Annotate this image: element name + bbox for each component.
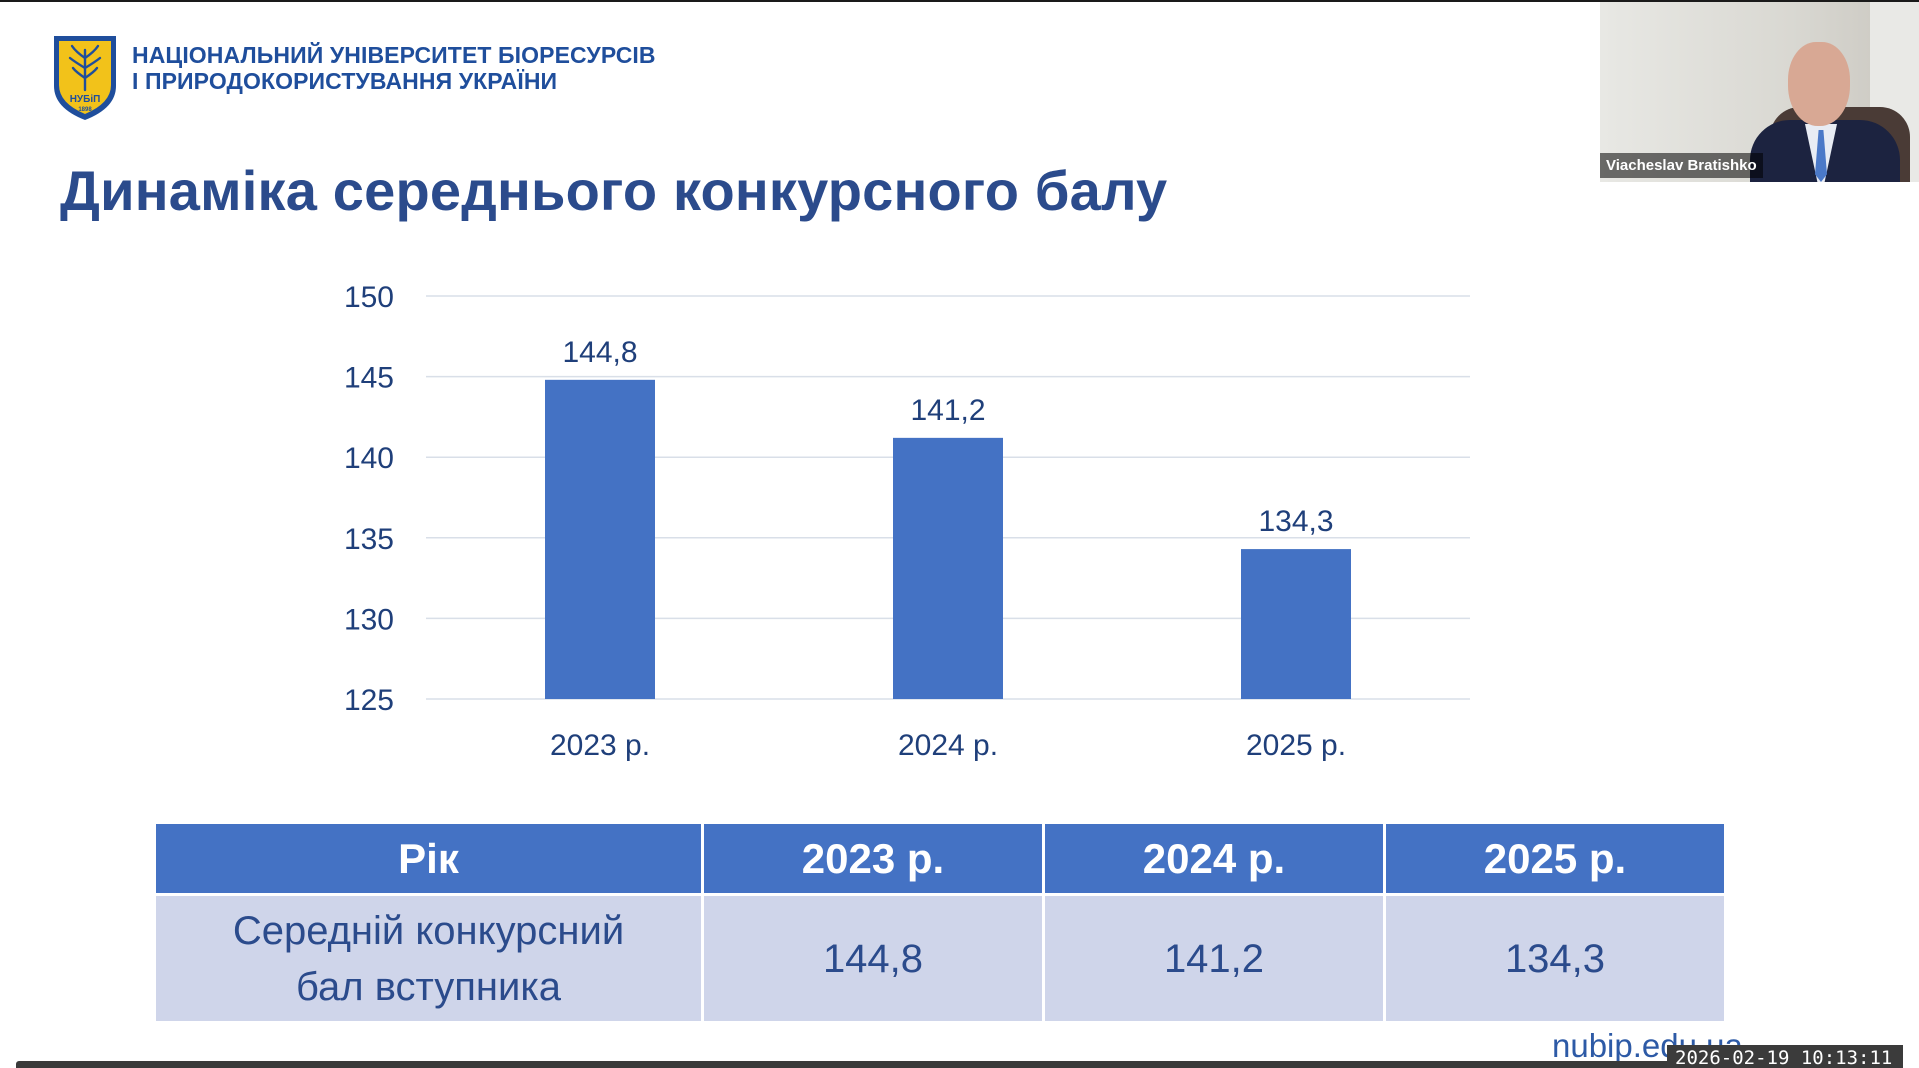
data-label-0: 144,8 xyxy=(562,336,637,369)
university-logo-icon: НУБіП 1898 xyxy=(54,36,116,120)
table-row-label: Середній конкурсний бал вступника xyxy=(153,893,704,1024)
bar-1 xyxy=(893,437,1003,699)
table-header-2025: 2025 р. xyxy=(1383,821,1727,896)
bar-2 xyxy=(1241,549,1351,699)
y-tick-label-130: 130 xyxy=(344,603,394,636)
table-cell-2023: 144,8 xyxy=(701,893,1045,1024)
y-tick-label-140: 140 xyxy=(344,442,394,475)
participant-video-tile[interactable]: Viacheslav Bratishko xyxy=(1600,2,1919,182)
y-tick-label-135: 135 xyxy=(344,523,394,556)
table-header-year: Рік xyxy=(153,821,704,896)
y-tick-label-125: 125 xyxy=(344,684,394,717)
window-top-edge xyxy=(0,0,1919,2)
data-label-1: 141,2 xyxy=(910,394,985,427)
x-tick-label-0: 2023 р. xyxy=(550,729,650,762)
x-tick-label-1: 2024 р. xyxy=(898,729,998,762)
university-name: НАЦІОНАЛЬНИЙ УНІВЕРСИТЕТ БІОРЕСУРСІВ І П… xyxy=(132,42,656,94)
table-row-label-line1: Середній конкурсний xyxy=(232,908,625,953)
logo-year: 1898 xyxy=(78,107,92,113)
score-table: Рік 2023 р. 2024 р. 2025 р. Середній кон… xyxy=(153,821,1727,1024)
y-tick-label-145: 145 xyxy=(344,362,394,395)
x-tick-label-2: 2025 р. xyxy=(1246,729,1346,762)
y-tick-label-150: 150 xyxy=(344,281,394,314)
university-header: НУБіП 1898 НАЦІОНАЛЬНИЙ УНІВЕРСИТЕТ БІОР… xyxy=(52,34,656,122)
university-name-line1: НАЦІОНАЛЬНИЙ УНІВЕРСИТЕТ БІОРЕСУРСІВ xyxy=(132,42,656,68)
table-header-2023: 2023 р. xyxy=(701,821,1045,896)
recording-timestamp: 2026-02-19 10:13:11 xyxy=(1667,1045,1903,1068)
table-row-label-line2: бал вступника xyxy=(296,964,561,1009)
bar-0 xyxy=(545,379,655,699)
table-header-row: Рік 2023 р. 2024 р. 2025 р. xyxy=(153,821,1727,896)
bottom-toolbar-edge xyxy=(16,1061,1902,1068)
average-score-bar-chart: 125 130 135 140 145 150 144,8 2023 р. 141,2 2024 … xyxy=(344,281,1470,762)
table-cell-2025: 134,3 xyxy=(1383,893,1727,1024)
participant-tie xyxy=(1815,130,1827,182)
university-name-line2: І ПРИРОДОКОРИСТУВАННЯ УКРАЇНИ xyxy=(132,68,558,94)
logo-text: НУБіП xyxy=(70,94,101,105)
participant-head xyxy=(1788,42,1850,126)
data-label-2: 134,3 xyxy=(1258,505,1333,538)
participant-name-label: Viacheslav Bratishko xyxy=(1600,153,1763,178)
slide-title: Динаміка середнього конкурсного балу xyxy=(60,159,1168,222)
table-header-2024: 2024 р. xyxy=(1042,821,1386,896)
table-row: Середній конкурсний бал вступника 144,8 … xyxy=(153,893,1727,1024)
table-cell-2024: 141,2 xyxy=(1042,893,1386,1024)
